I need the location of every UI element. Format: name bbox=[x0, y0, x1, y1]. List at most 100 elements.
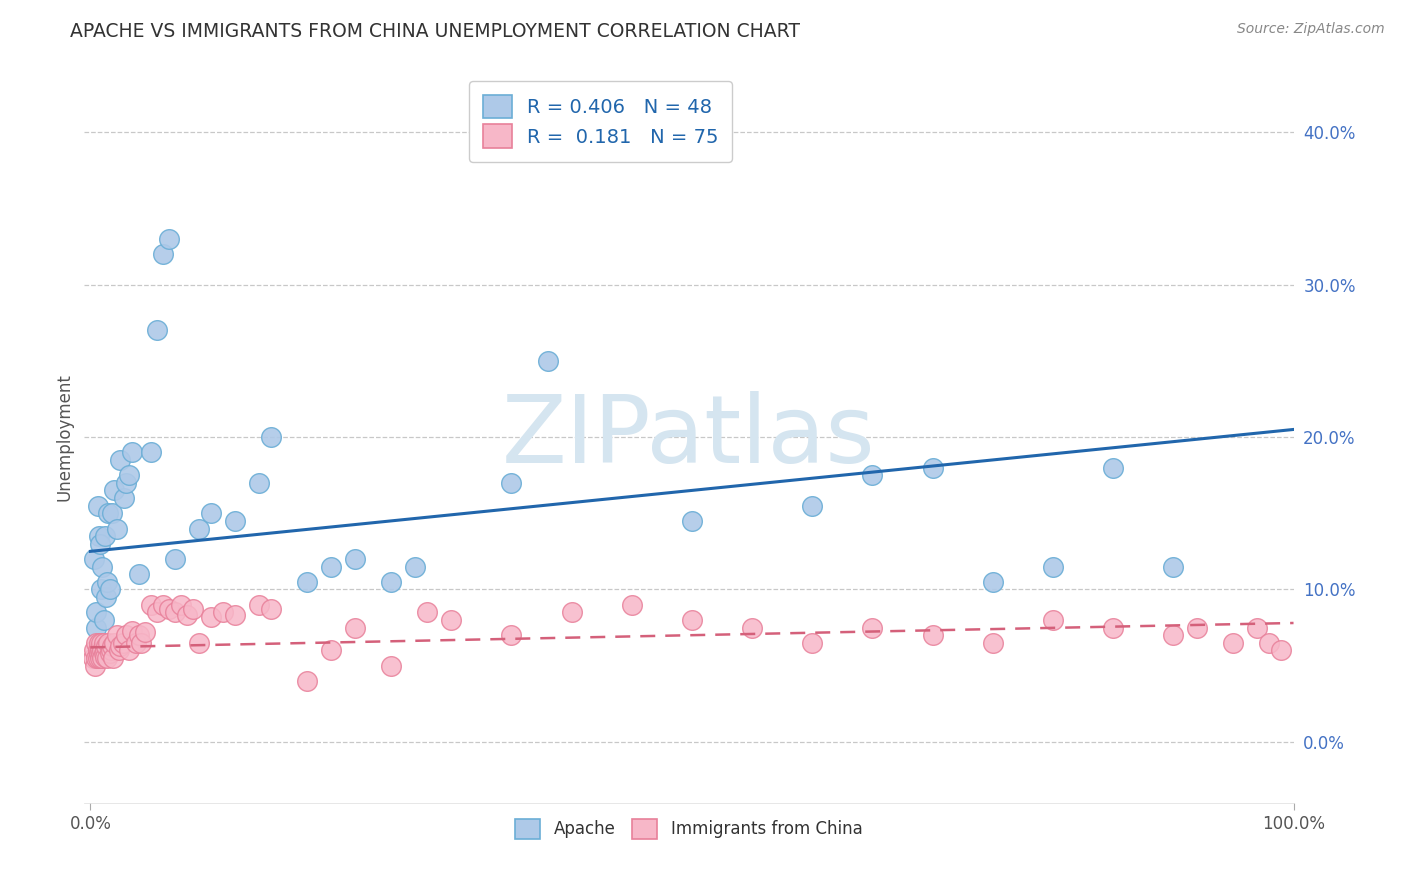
Point bbox=[118, 643, 141, 657]
Point bbox=[741, 621, 763, 635]
Point bbox=[169, 598, 191, 612]
Point bbox=[380, 658, 402, 673]
Point bbox=[86, 651, 108, 665]
Point bbox=[125, 636, 148, 650]
Point bbox=[1042, 559, 1064, 574]
Point bbox=[89, 643, 111, 657]
Point bbox=[416, 605, 439, 619]
Point bbox=[187, 521, 209, 535]
Point bbox=[111, 636, 134, 650]
Text: ZIPatlas: ZIPatlas bbox=[502, 391, 876, 483]
Point bbox=[404, 559, 426, 574]
Point bbox=[93, 647, 115, 661]
Point bbox=[224, 608, 246, 623]
Point bbox=[82, 651, 104, 665]
Point bbox=[801, 499, 824, 513]
Point bbox=[90, 582, 112, 597]
Point bbox=[981, 574, 1004, 589]
Point bbox=[101, 639, 124, 653]
Point bbox=[108, 643, 131, 657]
Point bbox=[94, 639, 117, 653]
Point bbox=[97, 636, 120, 650]
Point bbox=[83, 643, 105, 657]
Point bbox=[344, 621, 367, 635]
Point bbox=[86, 621, 108, 635]
Point bbox=[89, 651, 111, 665]
Point bbox=[112, 491, 135, 505]
Point bbox=[1161, 628, 1184, 642]
Point bbox=[93, 613, 115, 627]
Point bbox=[86, 643, 108, 657]
Point bbox=[1187, 621, 1209, 635]
Point bbox=[152, 598, 174, 612]
Point bbox=[200, 610, 222, 624]
Point bbox=[100, 643, 122, 657]
Point bbox=[91, 559, 114, 574]
Point bbox=[103, 483, 125, 498]
Y-axis label: Unemployment: Unemployment bbox=[55, 373, 73, 501]
Point bbox=[295, 673, 318, 688]
Point bbox=[129, 636, 152, 650]
Point bbox=[91, 643, 114, 657]
Point bbox=[295, 574, 318, 589]
Point bbox=[115, 628, 138, 642]
Point bbox=[98, 582, 121, 597]
Text: APACHE VS IMMIGRANTS FROM CHINA UNEMPLOYMENT CORRELATION CHART: APACHE VS IMMIGRANTS FROM CHINA UNEMPLOY… bbox=[70, 22, 800, 41]
Point bbox=[96, 574, 118, 589]
Point bbox=[103, 636, 125, 650]
Point bbox=[501, 475, 523, 490]
Point bbox=[97, 506, 120, 520]
Point bbox=[200, 506, 222, 520]
Point bbox=[94, 529, 117, 543]
Point bbox=[536, 354, 558, 368]
Point bbox=[176, 608, 198, 623]
Point bbox=[163, 605, 186, 619]
Point bbox=[860, 621, 883, 635]
Point bbox=[121, 445, 143, 459]
Point bbox=[94, 590, 117, 604]
Point bbox=[247, 598, 270, 612]
Point bbox=[319, 643, 342, 657]
Point bbox=[1102, 460, 1125, 475]
Point bbox=[247, 475, 270, 490]
Point bbox=[121, 624, 143, 638]
Point bbox=[1042, 613, 1064, 627]
Point bbox=[101, 506, 124, 520]
Point bbox=[89, 537, 111, 551]
Point bbox=[224, 514, 246, 528]
Point bbox=[981, 636, 1004, 650]
Legend: Apache, Immigrants from China: Apache, Immigrants from China bbox=[509, 812, 869, 846]
Point bbox=[86, 605, 108, 619]
Point bbox=[344, 552, 367, 566]
Point bbox=[83, 552, 105, 566]
Point bbox=[96, 651, 118, 665]
Point bbox=[128, 628, 150, 642]
Point bbox=[561, 605, 583, 619]
Point bbox=[1222, 636, 1244, 650]
Point bbox=[84, 658, 107, 673]
Point bbox=[260, 430, 283, 444]
Point bbox=[110, 453, 132, 467]
Point bbox=[86, 636, 108, 650]
Point bbox=[1102, 621, 1125, 635]
Point bbox=[91, 651, 114, 665]
Point bbox=[139, 598, 162, 612]
Point bbox=[145, 323, 167, 337]
Point bbox=[1258, 636, 1281, 650]
Point bbox=[801, 636, 824, 650]
Point bbox=[211, 605, 233, 619]
Point bbox=[163, 552, 186, 566]
Point bbox=[187, 636, 209, 650]
Point bbox=[860, 468, 883, 483]
Point bbox=[440, 613, 463, 627]
Point bbox=[93, 636, 115, 650]
Point bbox=[103, 651, 125, 665]
Point bbox=[105, 628, 128, 642]
Point bbox=[115, 475, 138, 490]
Point bbox=[501, 628, 523, 642]
Point bbox=[87, 636, 110, 650]
Point bbox=[94, 643, 117, 657]
Point bbox=[118, 468, 141, 483]
Point bbox=[105, 521, 128, 535]
Point bbox=[181, 602, 204, 616]
